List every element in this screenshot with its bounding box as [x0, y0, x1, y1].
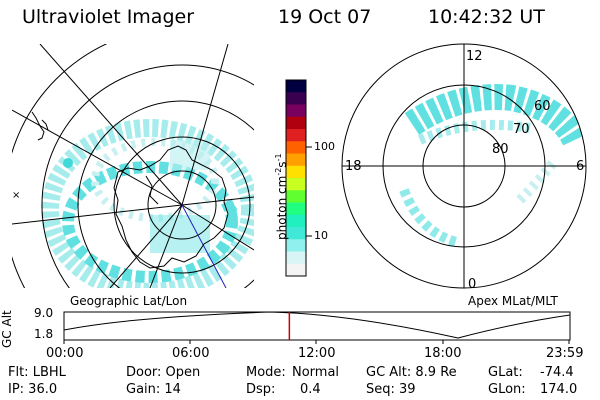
colorbar-band	[286, 263, 306, 277]
x-tick-0000: 00:00	[46, 346, 84, 361]
x-axis-ticks	[63, 340, 570, 344]
mode-value: Normal	[292, 365, 340, 380]
colorbar-frame	[285, 79, 307, 277]
mlt-label-6: 6	[576, 159, 584, 174]
mlt-label-0: 0	[468, 277, 476, 292]
colorbar-band	[286, 104, 306, 118]
latitude-circles-left	[12, 44, 254, 288]
colorbar-band	[286, 214, 306, 228]
geographic-map[interactable]	[4, 27, 360, 383]
ice-shelf-line	[145, 175, 159, 205]
colorbar-label-10: 10	[314, 229, 328, 242]
x-tick-1200: 12:00	[298, 346, 336, 361]
door-status: Door: Open	[126, 365, 201, 380]
altitude-y-tick-low: 1.8	[34, 327, 54, 341]
colorbar-band	[286, 92, 306, 105]
new-zealand-outline	[31, 111, 49, 141]
glat-label: GLat:	[488, 365, 523, 380]
mlat-label-70: 70	[513, 122, 530, 137]
mlat-label-80: 80	[492, 142, 509, 157]
colorbar-band	[286, 190, 306, 203]
colorbar-band	[286, 202, 306, 216]
app-title: Ultraviolet Imager	[22, 6, 195, 28]
mlt-axes	[342, 44, 586, 288]
dsp-label: Dsp:	[246, 382, 276, 397]
altitude-y-label: GC Alt	[0, 310, 14, 348]
auroral-oval-left	[41, 119, 254, 288]
gain-status: Gain: 14	[126, 382, 181, 397]
x-tick-0600: 06:00	[172, 346, 210, 361]
right-map-caption: Apex MLat/MLT	[468, 294, 558, 308]
colorbar-unit-mid: s	[275, 161, 289, 168]
colorbar-unit-base: photon cm	[275, 175, 289, 240]
dsp-value: 0.4	[300, 382, 321, 397]
altitude-y-tick-high: 9.0	[34, 306, 54, 320]
longitude-lines-left	[12, 44, 254, 288]
filter-status: Flt: LBHL	[8, 365, 66, 380]
date-label: 19 Oct 07	[278, 6, 372, 28]
glat-value: -74.4	[540, 365, 574, 380]
colorbar-unit-sup2: -1	[274, 153, 283, 162]
left-map-caption: Geographic Lat/Lon	[70, 294, 188, 308]
colorbar-label-100: 100	[314, 140, 335, 153]
colorbar-band	[286, 116, 306, 130]
ip-status: IP: 36.0	[8, 382, 58, 397]
apex-polar-plot[interactable]	[341, 43, 587, 289]
mlt-label-12: 12	[466, 49, 483, 64]
altitude-curve	[63, 311, 571, 339]
glon-label: GLon:	[488, 382, 526, 397]
svg-text:×: ×	[12, 190, 20, 201]
colorbar-band	[286, 227, 306, 240]
colorbar-band	[286, 251, 306, 265]
seq-status: Seq: 39	[366, 382, 416, 397]
x-tick-1800: 18:00	[424, 346, 462, 361]
colorbar	[286, 80, 306, 277]
colorbar-band	[286, 129, 306, 142]
colorbar-band	[286, 165, 306, 179]
colorbar-band	[286, 80, 306, 93]
colorbar-band	[286, 178, 306, 191]
mlat-label-60: 60	[534, 99, 551, 114]
antarctica-coastline	[113, 145, 229, 269]
altitude-plot[interactable]	[63, 311, 571, 344]
colorbar-band	[286, 239, 306, 252]
colorbar-unit-sup1: -2	[274, 167, 283, 176]
time-label: 10:42:32 UT	[428, 6, 545, 28]
auroral-oval-right	[399, 84, 586, 247]
colorbar-band	[286, 153, 306, 167]
colorbar-band	[286, 141, 306, 154]
colorbar-unit-label: photon cm-2s-1	[274, 153, 289, 240]
mlt-label-18: 18	[345, 159, 362, 174]
glon-value: 174.0	[540, 382, 578, 397]
mode-label: Mode:	[246, 365, 286, 380]
gc-alt-status: GC Alt: 8.9 Re	[366, 365, 457, 380]
x-tick-2359: 23:59	[546, 346, 584, 361]
